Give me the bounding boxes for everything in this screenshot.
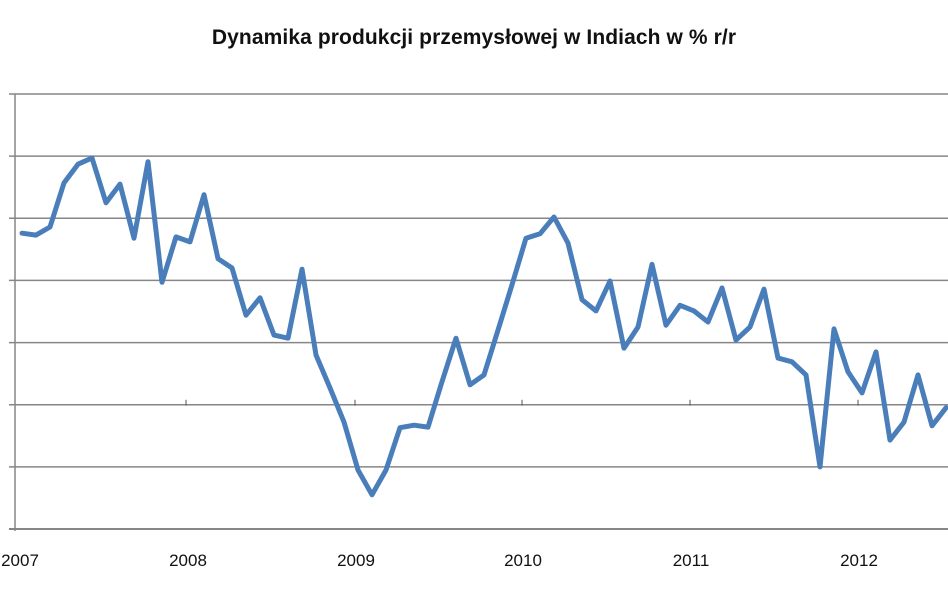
x-tick-label: 2011 [673, 551, 710, 570]
x-tick-label: 2008 [169, 551, 207, 570]
x-tick-label: 2012 [840, 551, 878, 570]
gridlines [9, 93, 948, 468]
chart-title: Dynamika produkcji przemysłowej w Indiac… [211, 26, 737, 49]
data-series-line [19, 155, 948, 498]
axes [9, 94, 948, 531]
x-tick-label: 2007 [1, 551, 39, 570]
x-axis-tick-labels: 2007 2008 2009 2010 2011 2012 [1, 551, 878, 570]
x-tick-label: 2010 [504, 551, 542, 570]
x-tick-label: 2009 [337, 551, 375, 570]
